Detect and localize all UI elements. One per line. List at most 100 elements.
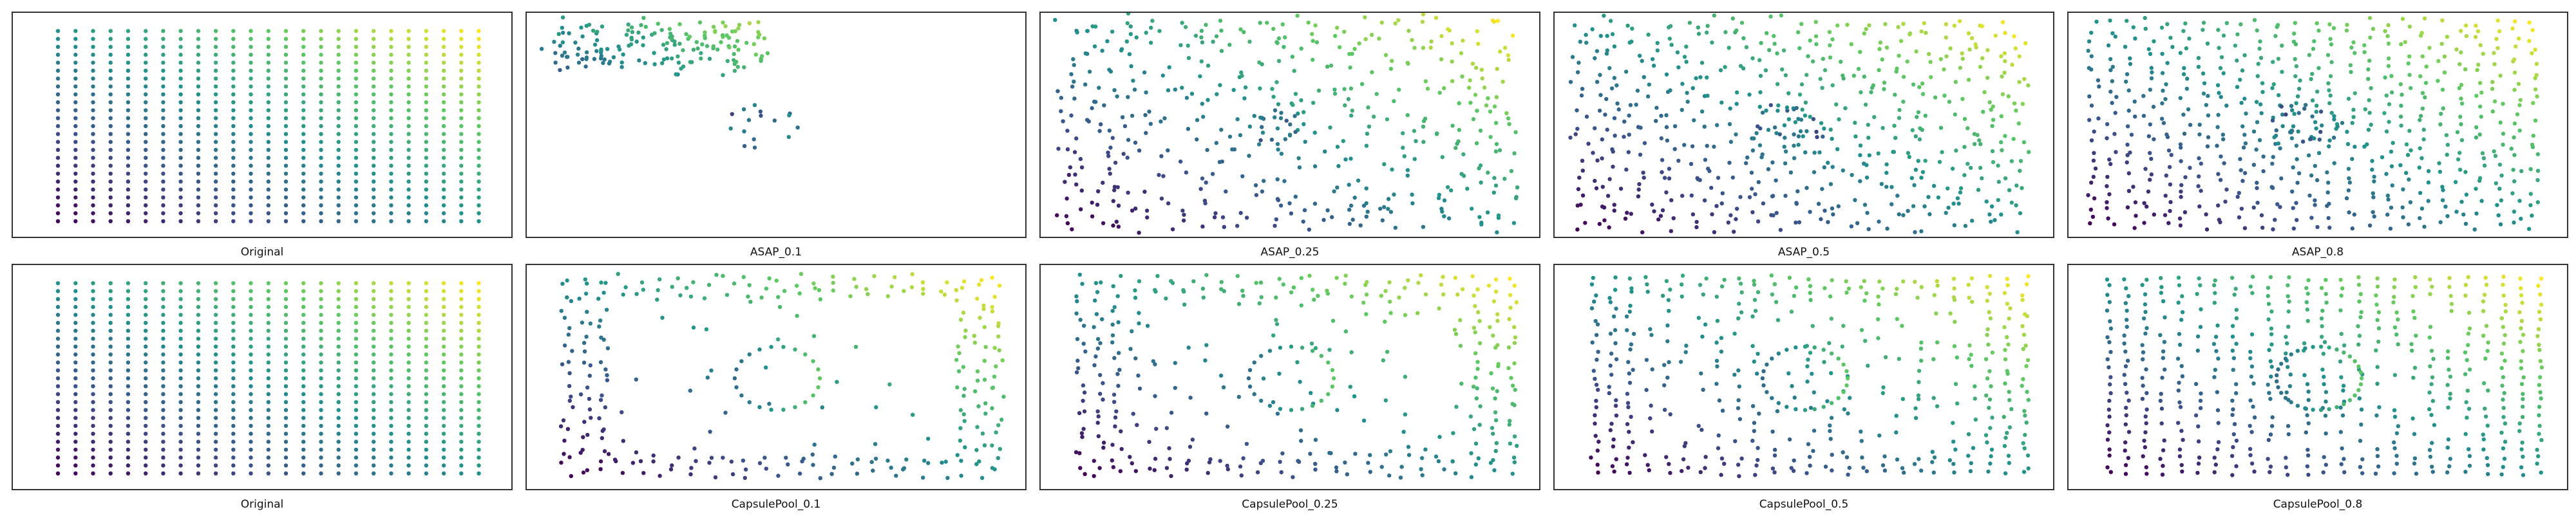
scatter-point: [372, 116, 376, 120]
scatter-point: [301, 313, 306, 317]
scatter-point: [2108, 375, 2113, 380]
scatter-point: [2445, 470, 2450, 475]
scatter-point: [2125, 324, 2129, 329]
scatter-point: [2472, 227, 2477, 232]
scatter-point: [1877, 433, 1882, 438]
scatter-point: [1363, 37, 1368, 41]
scatter-point: [1493, 183, 1499, 188]
scatter-point: [1387, 280, 1392, 284]
scatter-point: [196, 423, 201, 428]
scatter-point: [1100, 48, 1104, 53]
scatter-point: [301, 471, 306, 475]
scatter-point: [1153, 394, 1157, 398]
scatter-point: [2126, 456, 2130, 460]
scatter-point: [319, 360, 323, 365]
scatter-point: [178, 132, 183, 136]
scatter-point: [2177, 342, 2183, 347]
scatter-point: [721, 273, 725, 278]
scatter-point: [1595, 80, 1600, 84]
scatter-point: [2188, 122, 2193, 127]
scatter-point: [1985, 75, 1990, 80]
scatter-point: [196, 92, 201, 97]
scatter-point: [2231, 432, 2236, 437]
scatter-point: [1275, 41, 1280, 45]
scatter-point: [1151, 359, 1155, 364]
scatter-point: [1273, 223, 1277, 228]
scatter-point: [1303, 140, 1307, 144]
scatter-point: [1225, 463, 1229, 468]
scatter-point: [1612, 116, 1617, 120]
scatter-point: [1913, 134, 1918, 139]
scatter-point: [2338, 277, 2343, 282]
scatter-point: [319, 384, 323, 389]
scatter-point: [2196, 184, 2201, 189]
scatter-point: [1611, 444, 1616, 449]
scatter-point: [2178, 223, 2183, 228]
scatter-point: [2463, 67, 2468, 71]
scatter-point: [1148, 122, 1153, 126]
scatter-point: [1289, 344, 1294, 349]
scatter-point: [1613, 341, 1618, 346]
scatter-point: [2530, 28, 2535, 32]
scatter-point: [1864, 27, 1868, 32]
scatter-point: [2527, 20, 2532, 25]
scatter-point: [1488, 109, 1493, 114]
scatter-point: [2179, 189, 2183, 194]
scatter-point: [2144, 367, 2148, 372]
scatter-point: [424, 147, 428, 152]
scatter-point: [2401, 215, 2405, 219]
scatter-point: [1607, 385, 1611, 389]
scatter-point: [2292, 111, 2297, 116]
scatter-point: [1494, 142, 1499, 147]
scatter-point: [283, 211, 289, 216]
scatter-point: [2535, 178, 2540, 183]
scatter-point: [697, 20, 703, 25]
scatter-point: [459, 187, 464, 192]
scatter-point: [2145, 277, 2149, 282]
scatter-point: [55, 132, 61, 136]
scatter-point: [1877, 47, 1882, 51]
scatter-point: [736, 48, 741, 52]
scatter-point: [1789, 309, 1794, 314]
scatter-point: [196, 37, 201, 41]
scatter-point: [2348, 63, 2353, 68]
scatter-point: [2340, 120, 2345, 125]
scatter-point: [1734, 132, 1738, 137]
scatter-point: [1909, 176, 1914, 180]
scatter-point: [2412, 461, 2417, 466]
scatter-point: [55, 37, 61, 41]
scatter-point: [1129, 64, 1133, 69]
scatter-point: [1951, 439, 1956, 444]
scatter-point: [1449, 188, 1454, 193]
scatter-point: [2458, 151, 2462, 155]
scatter-point: [1093, 298, 1097, 303]
scatter-point: [979, 278, 984, 282]
scatter-point: [1311, 39, 1315, 43]
scatter-point: [319, 44, 323, 49]
scatter-point: [108, 203, 113, 208]
scatter-point: [406, 423, 411, 428]
scatter-point: [213, 384, 218, 389]
scatter-point: [2375, 447, 2380, 452]
scatter-point: [459, 195, 464, 200]
scatter-point: [1775, 51, 1779, 56]
scatter-point: [213, 147, 218, 152]
scatter-point: [1919, 468, 1924, 473]
scatter-point: [1736, 368, 1741, 373]
scatter-point: [2159, 285, 2164, 290]
scatter-point: [2141, 316, 2146, 321]
scatter-point: [1662, 407, 1667, 412]
scatter-point: [406, 132, 411, 136]
scatter-point: [2539, 470, 2543, 475]
scatter-point: [108, 352, 113, 357]
scatter-point: [1996, 180, 2001, 184]
scatter-point: [1797, 92, 1803, 97]
scatter-point: [1717, 398, 1722, 403]
scatter-point: [354, 29, 359, 33]
scatter-point: [559, 309, 564, 313]
scatter-point: [2199, 307, 2203, 311]
scatter-point: [1452, 327, 1457, 332]
scatter-point: [2499, 198, 2504, 203]
scatter-point: [1600, 204, 1605, 209]
scatter-point: [1750, 344, 1755, 348]
